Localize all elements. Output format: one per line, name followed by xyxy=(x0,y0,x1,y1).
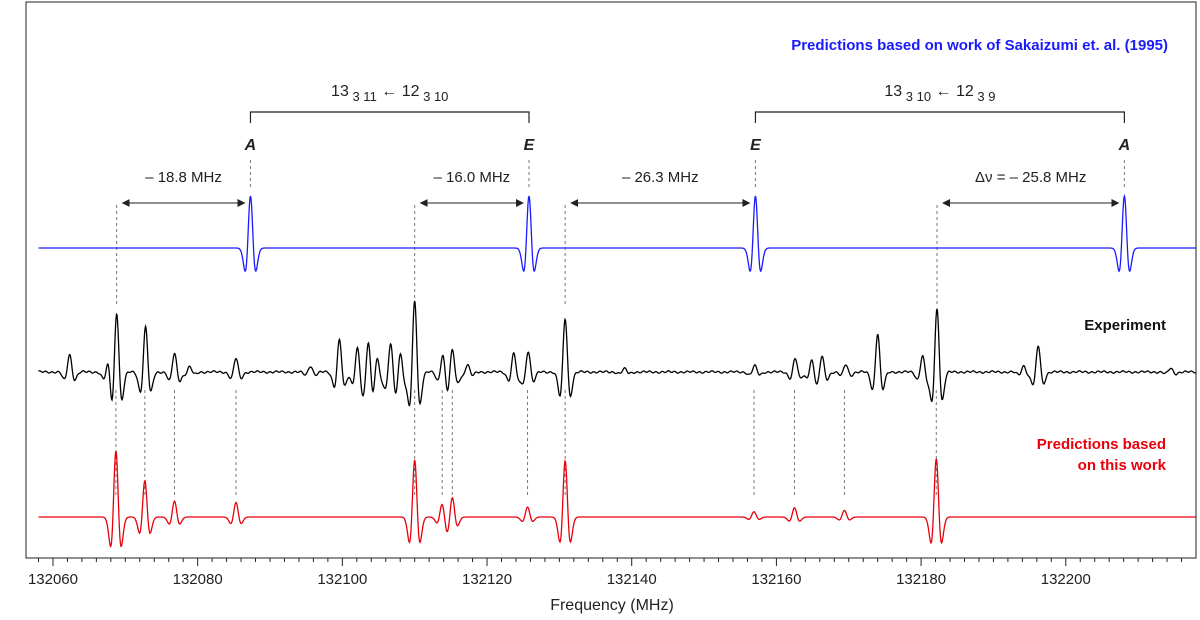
shift-label-3: Δν = – 25.8 MHz xyxy=(975,169,1086,186)
x-tick-label: 132060 xyxy=(28,571,78,588)
species-label-1: E xyxy=(524,137,536,154)
x-tick-label: 132100 xyxy=(317,571,367,588)
species-label-3: A xyxy=(1118,137,1131,154)
shift-label-0: – 18.8 MHz xyxy=(145,169,222,186)
traces xyxy=(38,193,1197,548)
transition-bracket-0 xyxy=(249,111,530,123)
shift-label-1: – 16.0 MHz xyxy=(433,169,510,186)
transition-label-0: 13 3 11 ← 12 3 10 xyxy=(331,83,448,104)
red-series-label-line1: Predictions based xyxy=(1037,436,1166,453)
shift-label-2: – 26.3 MHz xyxy=(622,169,699,186)
transition-bracket-1 xyxy=(754,111,1125,123)
x-tick-label: 132200 xyxy=(1041,571,1091,588)
blue-series-label: Predictions based on work of Sakaizumi e… xyxy=(791,37,1168,54)
species-label-2: E xyxy=(750,137,762,154)
x-tick-label: 132160 xyxy=(751,571,801,588)
x-tick-label: 132080 xyxy=(173,571,223,588)
red-series-label-line2: on this work xyxy=(1078,457,1167,474)
red-prediction-trace xyxy=(38,450,1196,548)
x-tick-label: 132140 xyxy=(607,571,657,588)
x-tick-label: 132120 xyxy=(462,571,512,588)
black-series-label: Experiment xyxy=(1084,317,1166,334)
x-tick-label: 132180 xyxy=(896,571,946,588)
annotations: 13 3 11 ← 12 3 10 13 3 10 ← 12 3 9 A E E A – 1… xyxy=(121,83,1131,207)
species-label-0: A xyxy=(244,137,257,154)
transition-label-1: 13 3 10 ← 12 3 9 xyxy=(884,83,995,104)
experiment-trace xyxy=(38,300,1197,407)
guide-lines xyxy=(115,160,1125,495)
plot-frame xyxy=(25,1,1197,559)
x-axis-label: Frequency (MHz) xyxy=(550,597,674,614)
x-axis: 132060 132080 132100 132120 132140 132160 1321… xyxy=(26,557,1196,588)
blue-prediction-trace xyxy=(38,193,1196,273)
